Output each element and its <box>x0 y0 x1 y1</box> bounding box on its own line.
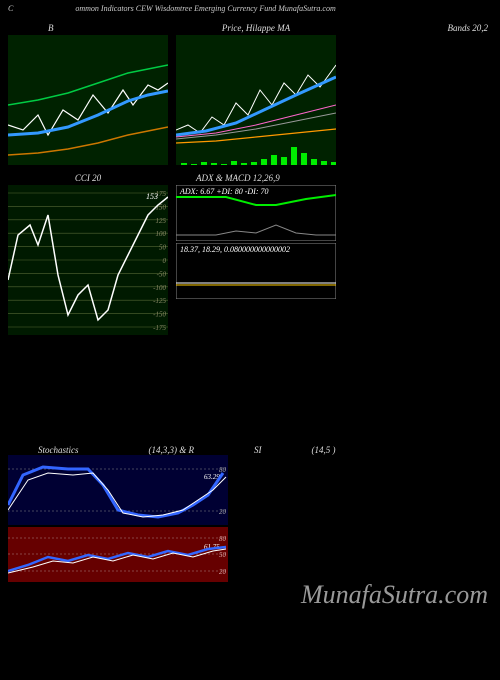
rsi-params: (14,5 ) <box>312 445 336 455</box>
panel-price-title: Price, Hilappe MA <box>176 23 336 33</box>
svg-text:50: 50 <box>219 551 227 559</box>
svg-text:20: 20 <box>219 568 227 576</box>
adx-macd-title: ADX & MACD 12,26,9 <box>176 173 336 183</box>
chart-rsi: 80502061.75 <box>8 527 228 582</box>
chart-b <box>8 35 168 165</box>
svg-text:-150: -150 <box>153 311 166 319</box>
row-2: CCI 20 175150125100500-50-100-125-150-17… <box>0 173 500 335</box>
bands-title: Bands 20,2 <box>344 23 492 33</box>
svg-text:20: 20 <box>219 508 227 516</box>
chart-price <box>176 35 336 165</box>
stoch-params: (14,3,3) & R <box>149 445 195 455</box>
panel-adx-macd: ADX & MACD 12,26,9 ADX: 6.67 +DI: 80 -DI… <box>176 173 336 335</box>
macd-values: 18.37, 18.29, 0.080000000000002 <box>180 245 290 254</box>
svg-text:50: 50 <box>159 244 167 252</box>
panel-cci: CCI 20 175150125100500-50-100-125-150-17… <box>8 173 168 335</box>
svg-text:125: 125 <box>156 217 167 225</box>
header-main: ommon Indicators CEW Wisdomtree Emerging… <box>75 4 335 13</box>
svg-text:100: 100 <box>156 230 167 238</box>
row-1: B Price, Hilappe MA Bands 20,2 <box>0 23 500 165</box>
chart-cci: 175150125100500-50-100-125-150-175153 <box>8 185 168 335</box>
page-header: C ommon Indicators CEW Wisdomtree Emergi… <box>0 0 500 17</box>
svg-text:80: 80 <box>219 535 227 543</box>
adx-values: ADX: 6.67 +DI: 80 -DI: 70 <box>180 187 269 196</box>
cci-title: CCI 20 <box>8 173 168 183</box>
panel-price-ma: Price, Hilappe MA <box>176 23 336 165</box>
panel-bollinger: B <box>8 23 168 165</box>
rsi-title: SI <box>254 445 262 455</box>
svg-text:150: 150 <box>156 203 167 211</box>
svg-text:153: 153 <box>146 192 158 201</box>
panel-bands-label: Bands 20,2 <box>344 23 492 165</box>
row-3: Stochastics (14,3,3) & R SI (14,5 ) 80 20… <box>0 445 500 582</box>
chart-stochastics: 802063.29 <box>8 455 228 525</box>
panel-b-title: B <box>8 23 168 33</box>
svg-text:-50: -50 <box>157 270 167 278</box>
svg-text:-175: -175 <box>153 324 166 332</box>
svg-text:-125: -125 <box>153 297 166 305</box>
svg-text:-100: -100 <box>153 284 166 292</box>
svg-text:0: 0 <box>163 257 167 265</box>
header-left: C <box>8 4 13 13</box>
stoch-title: Stochastics <box>38 445 79 455</box>
watermark: MunafaSutra.com <box>301 580 488 610</box>
svg-text:80: 80 <box>219 466 227 474</box>
